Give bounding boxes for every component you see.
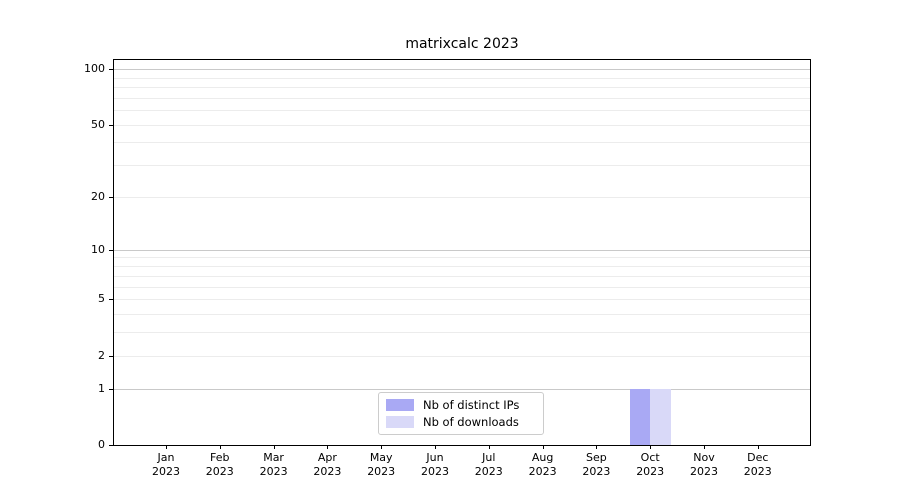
minor-gridline	[114, 286, 810, 288]
x-tick-mark	[219, 445, 221, 449]
minor-gridline	[114, 299, 810, 300]
x-tick-mark	[273, 445, 275, 449]
major-gridline	[114, 69, 810, 70]
x-tick-label: Jun 2023	[421, 451, 449, 478]
y-tick-label: 100	[84, 62, 105, 75]
bar-downloads	[650, 388, 671, 445]
major-gridline	[114, 388, 810, 390]
y-tick-label: 5	[98, 292, 105, 305]
y-tick-mark	[109, 388, 113, 390]
legend-label-distinct-ips: Nb of distinct IPs	[423, 398, 520, 413]
x-tick-mark	[381, 445, 383, 449]
minor-gridline	[114, 313, 810, 315]
x-tick-label: Nov 2023	[690, 451, 718, 478]
y-tick-label: 20	[91, 190, 105, 203]
x-tick-mark	[542, 445, 544, 449]
x-tick-mark	[166, 445, 167, 449]
minor-gridline	[114, 110, 810, 112]
x-tick-mark	[327, 445, 329, 449]
y-tick-label: 1	[98, 381, 105, 395]
y-tick-mark	[109, 249, 113, 251]
minor-gridline	[114, 77, 810, 79]
minor-gridline	[114, 97, 810, 99]
plot-area: Nb of distinct IPs Nb of downloads	[113, 59, 811, 446]
minor-gridline	[114, 332, 810, 334]
y-tick-mark	[109, 69, 113, 70]
bar-distinct-ips	[629, 388, 651, 445]
legend-label-downloads: Nb of downloads	[423, 414, 519, 429]
y-tick-mark	[109, 197, 113, 198]
x-tick-mark	[757, 445, 759, 449]
chart-title: matrixcalc 2023	[405, 36, 519, 52]
legend: Nb of distinct IPs Nb of downloads	[378, 392, 544, 435]
x-tick-mark	[435, 445, 436, 449]
minor-gridline	[114, 275, 810, 277]
x-tick-mark	[488, 445, 490, 449]
y-tick-label: 50	[91, 117, 105, 131]
x-tick-label: Jul 2023	[474, 451, 503, 478]
minor-gridline	[114, 257, 810, 259]
y-tick-mark	[109, 124, 113, 126]
x-tick-mark	[650, 445, 652, 449]
x-tick-mark	[596, 445, 598, 449]
x-tick-label: Dec 2023	[743, 451, 772, 478]
legend-item-distinct-ips: Nb of distinct IPs	[386, 397, 536, 413]
legend-item-downloads: Nb of downloads	[386, 414, 536, 430]
x-tick-label: Sep 2023	[582, 451, 611, 478]
y-tick-label: 2	[98, 348, 105, 362]
minor-gridline	[114, 197, 810, 198]
minor-gridline	[114, 165, 810, 167]
minor-gridline	[114, 266, 810, 267]
x-tick-label: Jan 2023	[152, 451, 180, 478]
minor-gridline	[114, 124, 810, 126]
y-tick-label: 0	[98, 438, 105, 451]
y-tick-mark	[109, 299, 113, 300]
y-tick-mark	[109, 445, 113, 446]
x-tick-label: May 2023	[367, 451, 396, 478]
x-tick-label: Aug 2023	[528, 451, 557, 478]
x-tick-label: Feb 2023	[205, 451, 234, 478]
minor-gridline	[114, 87, 810, 88]
y-tick-label: 10	[91, 242, 105, 256]
x-tick-label: Oct 2023	[636, 451, 665, 478]
minor-gridline	[114, 142, 810, 144]
legend-swatch-downloads	[386, 415, 414, 428]
minor-gridline	[114, 355, 810, 357]
y-tick-mark	[109, 355, 113, 357]
x-tick-mark	[704, 445, 705, 449]
x-tick-label: Apr 2023	[313, 451, 342, 478]
legend-swatch-distinct-ips	[386, 399, 414, 412]
x-tick-label: Mar 2023	[259, 451, 288, 478]
major-gridline	[114, 249, 810, 251]
